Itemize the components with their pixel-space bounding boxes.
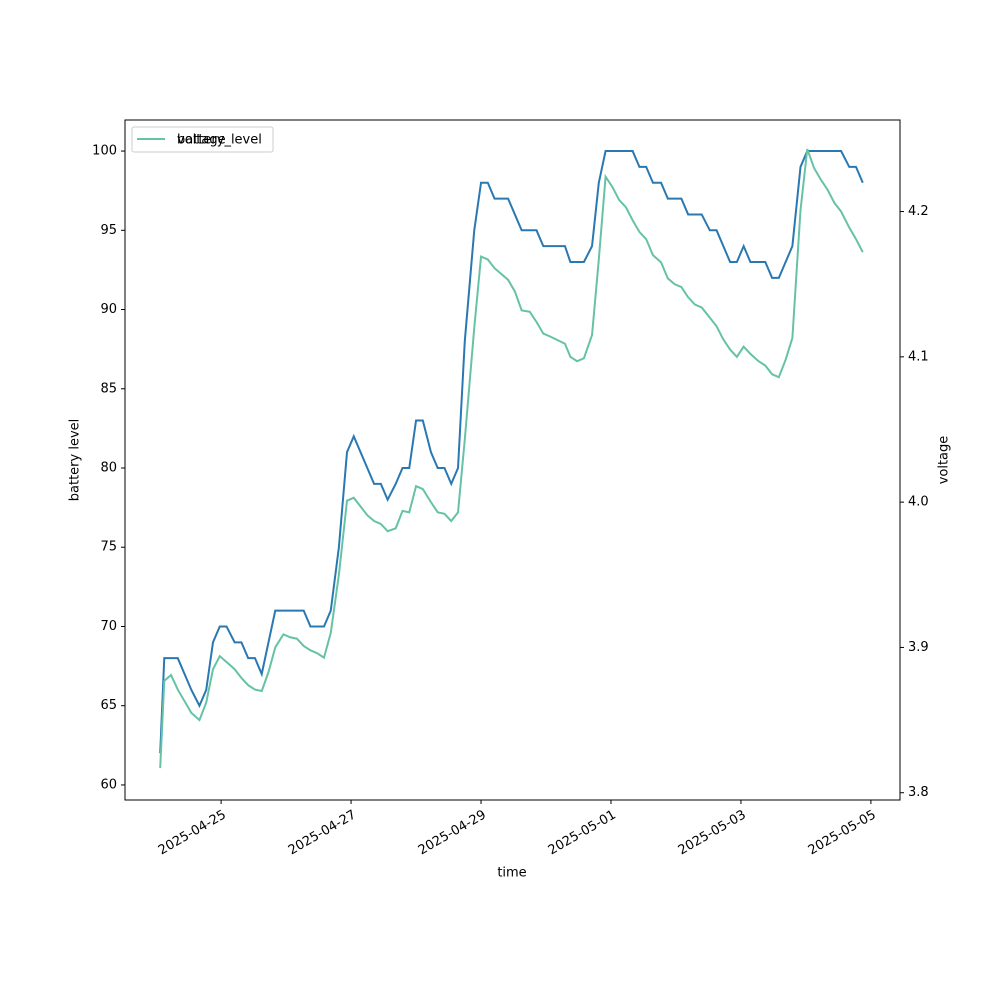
data-line bbox=[159, 150, 864, 754]
y-tick-label: 95 bbox=[100, 223, 117, 238]
y-tick-label: 80 bbox=[100, 461, 117, 476]
x-axis-label: time bbox=[497, 866, 526, 881]
legend-label: voltage bbox=[177, 133, 226, 148]
y-tick-label: 75 bbox=[100, 540, 117, 555]
x-tick-label: 2025-04-27 bbox=[286, 808, 359, 859]
y2-tick-label: 4.0 bbox=[908, 495, 929, 510]
x-tick-label: 2025-04-25 bbox=[156, 808, 229, 859]
legend-box bbox=[131, 126, 274, 153]
plot-frame bbox=[124, 119, 901, 801]
x-tick-label: 2025-05-05 bbox=[806, 808, 879, 859]
legend-label: battery_level bbox=[177, 133, 262, 148]
y-tick-label: 85 bbox=[100, 381, 117, 396]
data-line bbox=[159, 148, 864, 769]
x-tick-label: 2025-04-29 bbox=[416, 808, 489, 859]
y-axis-label: battery level bbox=[68, 419, 83, 502]
y2-tick-label: 4.1 bbox=[908, 349, 929, 364]
y2-tick-label: 4.2 bbox=[908, 204, 929, 219]
y2-tick-label: 3.8 bbox=[908, 785, 929, 800]
x-tick-label: 2025-05-03 bbox=[676, 808, 749, 859]
y-tick-label: 65 bbox=[100, 698, 117, 713]
y-tick-label: 70 bbox=[100, 619, 117, 634]
y2-tick-label: 3.9 bbox=[908, 640, 929, 655]
x-tick-label: 2025-05-01 bbox=[546, 808, 619, 859]
y-tick-label: 100 bbox=[92, 144, 117, 159]
y-tick-label: 60 bbox=[100, 777, 117, 792]
y2-axis-label: voltage bbox=[937, 436, 952, 485]
y-tick-label: 90 bbox=[100, 302, 117, 317]
